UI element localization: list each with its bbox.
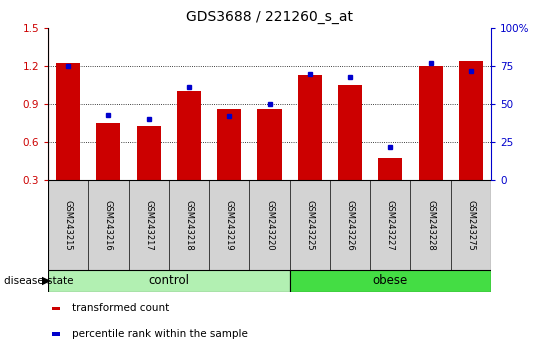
Text: GSM243219: GSM243219 <box>225 200 234 250</box>
Bar <box>378 159 403 180</box>
Text: GSM243226: GSM243226 <box>345 200 355 250</box>
Bar <box>52 307 60 310</box>
Title: GDS3688 / 221260_s_at: GDS3688 / 221260_s_at <box>186 10 353 24</box>
Bar <box>136 126 161 180</box>
Text: obese: obese <box>372 274 408 287</box>
Text: GSM243217: GSM243217 <box>144 200 153 250</box>
Bar <box>459 61 483 180</box>
Bar <box>418 66 443 180</box>
Bar <box>258 109 281 180</box>
Bar <box>338 85 362 180</box>
Polygon shape <box>42 277 51 285</box>
Bar <box>177 91 201 180</box>
Text: control: control <box>148 274 189 287</box>
Bar <box>48 270 289 292</box>
Text: GSM243228: GSM243228 <box>426 200 435 250</box>
Text: percentile rank within the sample: percentile rank within the sample <box>72 329 248 339</box>
Text: transformed count: transformed count <box>72 303 170 313</box>
Bar <box>56 63 80 180</box>
Text: GSM243220: GSM243220 <box>265 200 274 250</box>
Bar <box>298 75 322 180</box>
Text: GSM243215: GSM243215 <box>64 200 73 250</box>
Text: disease state: disease state <box>4 276 73 286</box>
Bar <box>52 332 60 336</box>
Bar <box>289 270 491 292</box>
Text: GSM243216: GSM243216 <box>104 200 113 250</box>
Text: GSM243225: GSM243225 <box>305 200 314 250</box>
Text: GSM243227: GSM243227 <box>386 200 395 250</box>
Text: GSM243275: GSM243275 <box>466 200 475 250</box>
Text: GSM243218: GSM243218 <box>184 200 194 250</box>
Bar <box>96 123 121 180</box>
Bar <box>217 109 241 180</box>
